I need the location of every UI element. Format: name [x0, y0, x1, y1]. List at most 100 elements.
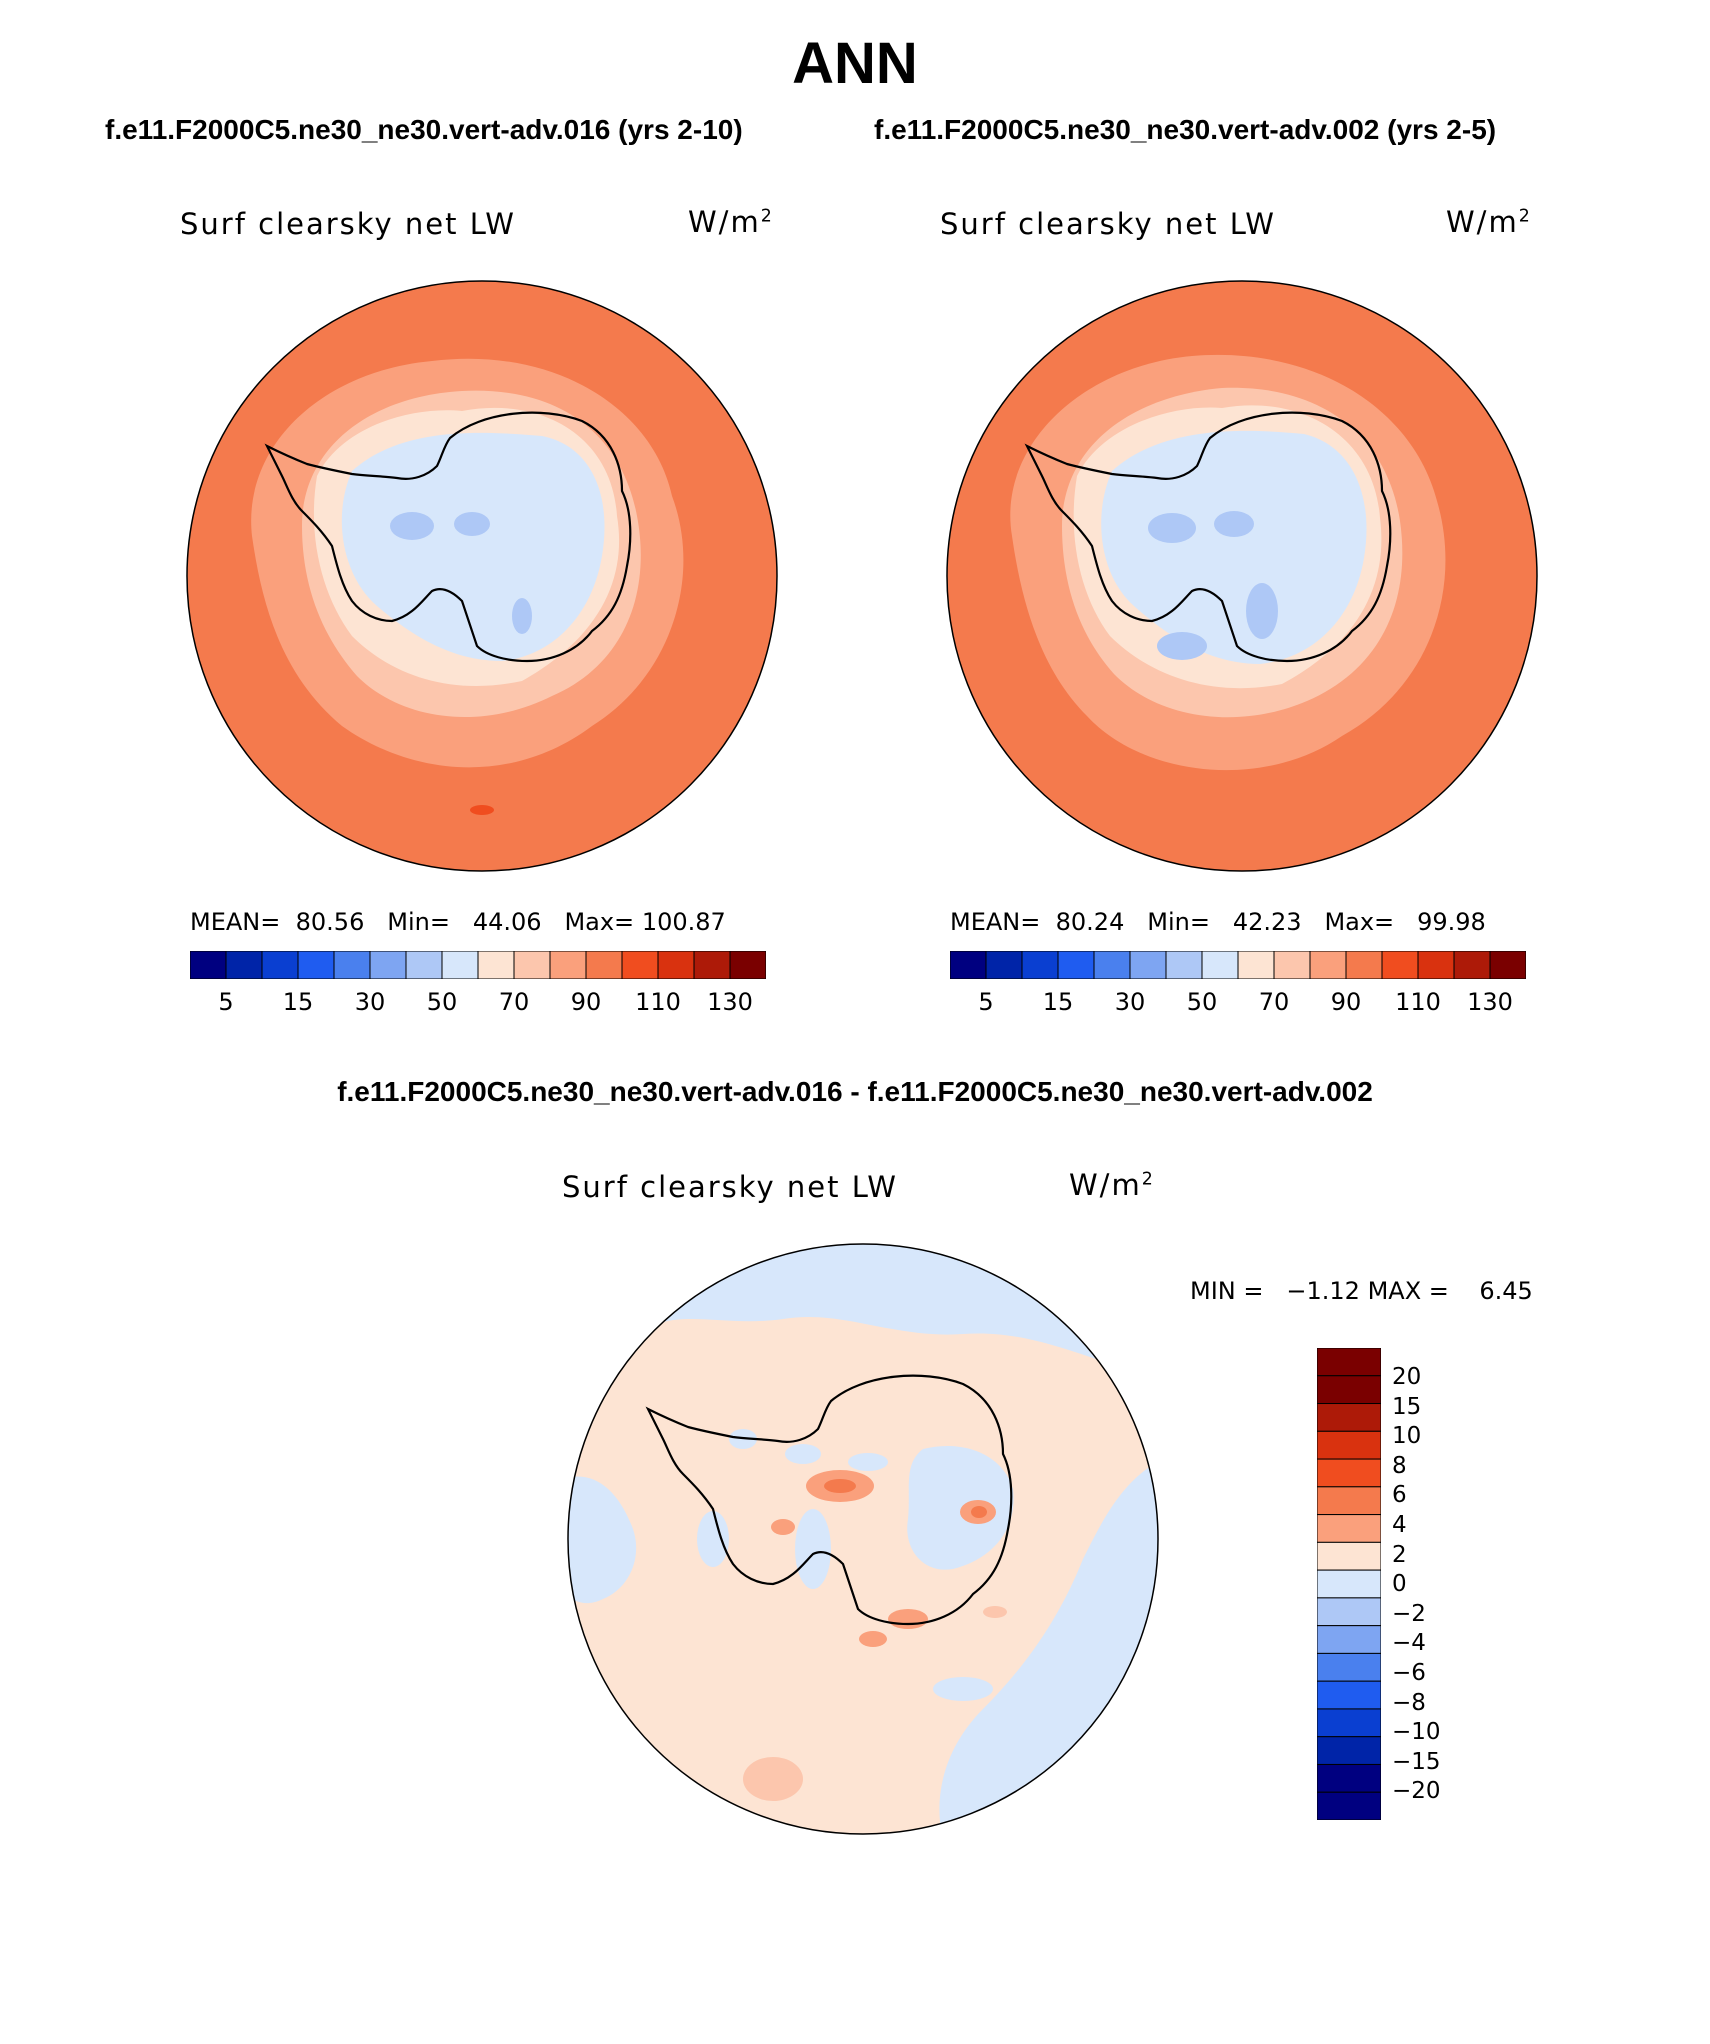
- tick-label: 15: [1392, 1394, 1422, 1420]
- negative-region-f: [697, 1511, 729, 1567]
- tick-label: 15: [1042, 988, 1074, 1016]
- negative-region-west: [568, 1476, 637, 1604]
- tick-label: 6: [1392, 1482, 1407, 1508]
- panel2-colorbar-ticks: 5 15 30 50 70 90 110 130: [950, 988, 1526, 1018]
- positive-4c: [771, 1519, 795, 1535]
- colorbar-swatch: [1317, 1791, 1381, 1820]
- colorbar-swatch: [1317, 1763, 1381, 1793]
- colorbar-swatch: [1317, 1403, 1381, 1432]
- tick-label: −2: [1392, 1601, 1426, 1627]
- colorbar-swatch: [333, 951, 371, 979]
- negative-region-g: [933, 1677, 993, 1701]
- colorbar-swatch: [369, 951, 407, 979]
- contour-50a: [390, 512, 434, 540]
- colorbar-swatch: [1093, 951, 1131, 979]
- tick-label: −15: [1392, 1749, 1441, 1775]
- tick-label: 2: [1392, 1542, 1407, 1568]
- colorbar-swatch: [1417, 951, 1455, 979]
- colorbar-swatch: [1317, 1625, 1381, 1654]
- colorbar-swatch: [1317, 1348, 1381, 1377]
- tick-label: 130: [1467, 988, 1513, 1016]
- diff-colorbar: [1317, 1348, 1381, 1820]
- colorbar-swatch: [513, 951, 551, 979]
- tick-label: 30: [354, 988, 386, 1016]
- tick-label: −8: [1392, 1690, 1426, 1716]
- positive-6b: [971, 1506, 987, 1518]
- colorbar-swatch: [1021, 951, 1059, 979]
- tick-label: 130: [707, 988, 753, 1016]
- colorbar-swatch: [1165, 951, 1203, 979]
- tick-label: 50: [1186, 988, 1218, 1016]
- tick-label: 5: [218, 988, 234, 1016]
- tick-label: 8: [1392, 1453, 1407, 1479]
- colorbar-swatch: [1317, 1486, 1381, 1516]
- tick-label: −4: [1392, 1630, 1426, 1656]
- colorbar-swatch: [1201, 951, 1239, 979]
- tick-label: 90: [570, 988, 602, 1016]
- panel1-stats: MEAN= 80.56 Min= 44.06 Max= 100.87: [190, 908, 726, 936]
- tick-label: 70: [498, 988, 530, 1016]
- contour-50c: [512, 598, 532, 634]
- colorbar-swatch: [1317, 1569, 1381, 1599]
- diff-colorbar-ticks: 20 15 10 8 6 4 2 0 −2 −4 −6 −8 −10 −15 −…: [1392, 1348, 1472, 1820]
- panel1-units-label: W/m2: [688, 205, 774, 239]
- negative-region-e: [848, 1453, 888, 1471]
- tick-label: 4: [1392, 1512, 1407, 1538]
- tick-label: 30: [1114, 988, 1146, 1016]
- tick-label: 70: [1258, 988, 1290, 1016]
- colorbar-swatch: [1317, 1597, 1381, 1627]
- panel2-stats: MEAN= 80.24 Min= 42.23 Max= 99.98: [950, 908, 1486, 936]
- colorbar-swatch: [1489, 951, 1526, 979]
- contour-warm: [470, 805, 494, 815]
- antarctica-coastline: [1024, 411, 1392, 663]
- colorbar-swatch: [225, 951, 263, 979]
- negative-region-d: [785, 1444, 821, 1464]
- contour-60: [341, 432, 605, 661]
- positive-4e: [859, 1631, 887, 1647]
- negative-region-interior: [907, 1445, 1014, 1570]
- colorbar-swatch: [1237, 951, 1275, 979]
- colorbar-swatch: [985, 951, 1023, 979]
- colorbar-swatch: [261, 951, 299, 979]
- colorbar-swatch: [477, 951, 515, 979]
- contour-50c: [1246, 583, 1278, 639]
- negative-region-b: [795, 1509, 831, 1589]
- contour-50b: [454, 512, 490, 536]
- colorbar-swatch: [657, 951, 695, 979]
- colorbar-swatch: [190, 951, 227, 979]
- panel2-polar-map: [946, 280, 1538, 872]
- panel2-colorbar: [950, 951, 1526, 979]
- antarctica-coastline: [264, 411, 632, 663]
- colorbar-swatch: [1057, 951, 1095, 979]
- tick-label: 0: [1392, 1571, 1407, 1597]
- contour-50a: [1148, 513, 1196, 543]
- tick-label: 10: [1392, 1423, 1422, 1449]
- positive-4g: [983, 1606, 1007, 1618]
- colorbar-swatch: [1309, 951, 1347, 979]
- colorbar-swatch: [621, 951, 659, 979]
- diff-title: f.e11.F2000C5.ne30_ne30.vert-adv.016 - f…: [337, 1076, 1373, 1107]
- tick-label: 90: [1330, 988, 1362, 1016]
- colorbar-swatch: [1129, 951, 1167, 979]
- colorbar-swatch: [1317, 1375, 1381, 1405]
- tick-label: 110: [635, 988, 681, 1016]
- colorbar-swatch: [1381, 951, 1419, 979]
- colorbar-swatch: [1317, 1541, 1381, 1571]
- panel3-stats: MIN = −1.12 MAX = 6.45: [1190, 1277, 1533, 1305]
- panel3-units-label: W/m2: [1069, 1168, 1155, 1202]
- case-title-right: f.e11.F2000C5.ne30_ne30.vert-adv.002 (yr…: [874, 114, 1497, 145]
- colorbar-swatch: [1317, 1430, 1381, 1460]
- tick-label: −20: [1392, 1778, 1441, 1804]
- positive-4f: [743, 1757, 803, 1801]
- colorbar-swatch: [1345, 951, 1383, 979]
- contour-60: [1101, 430, 1367, 664]
- panel3-polar-map: [567, 1243, 1159, 1835]
- colorbar-swatch: [1317, 1736, 1381, 1765]
- panel2-units-label: W/m2: [1446, 205, 1532, 239]
- contour-50d: [1157, 632, 1207, 660]
- tick-label: 110: [1395, 988, 1441, 1016]
- antarctica-coastline: [645, 1374, 1013, 1626]
- colorbar-swatch: [585, 951, 623, 979]
- colorbar-swatch: [1317, 1458, 1381, 1488]
- figure-title: ANN: [792, 31, 918, 96]
